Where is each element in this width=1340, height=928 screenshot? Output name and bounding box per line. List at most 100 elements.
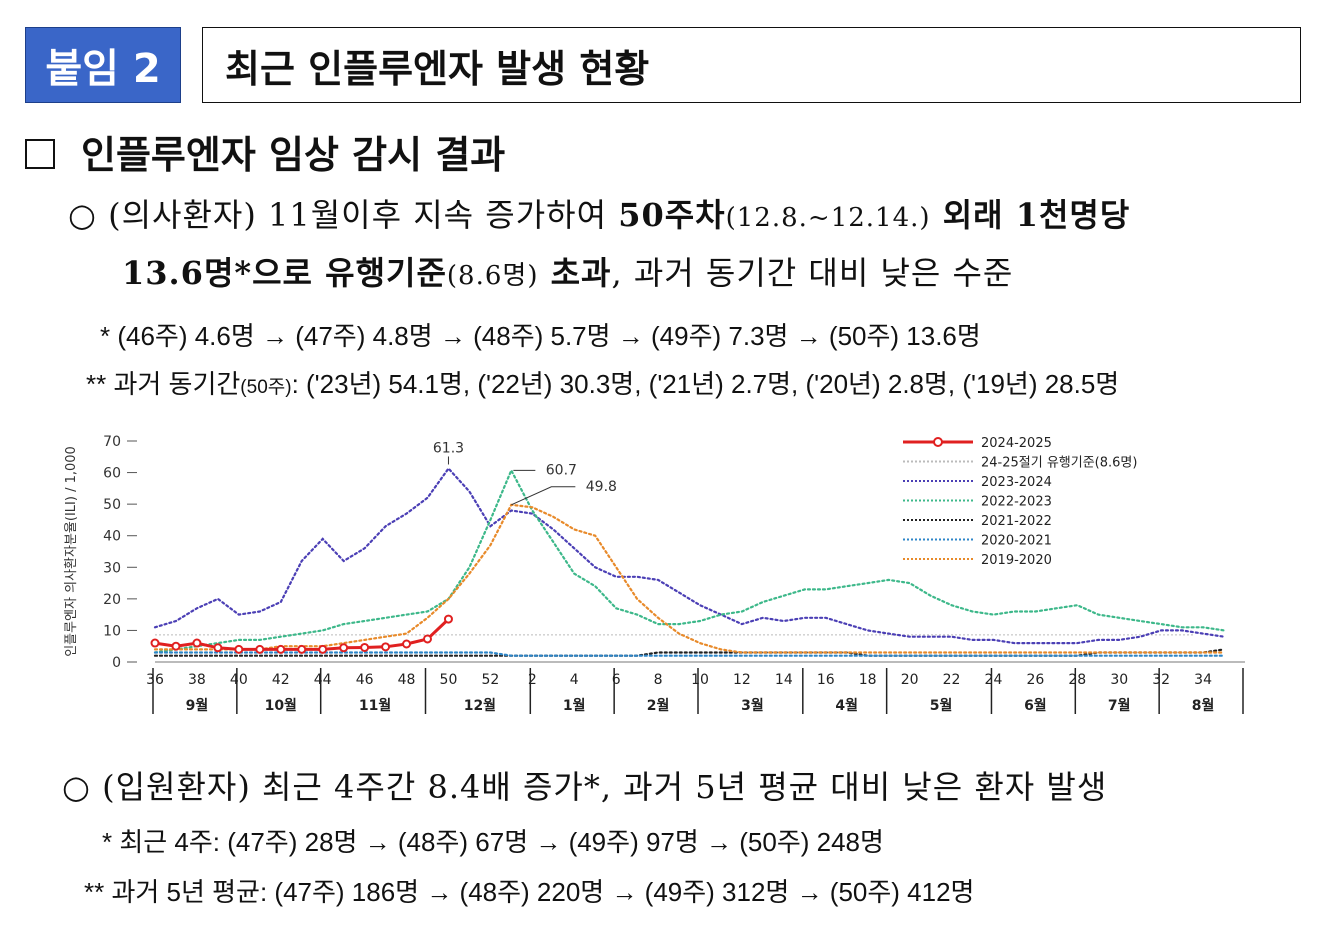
checkbox-square-icon <box>25 139 55 169</box>
x-tick-label: 8 <box>654 672 663 688</box>
y-tick-label: 0 <box>112 655 121 671</box>
x-tick-label: 26 <box>1026 672 1044 688</box>
bullet-circle: ○ <box>68 196 97 234</box>
clinical-rate: 13.6명*으로 유행기준 <box>122 254 447 292</box>
series-line-2019-2020 <box>153 503 1226 654</box>
clinical-note-1: * (46주) 4.6명 → (47주) 4.8명 → (48주) 5.7명 →… <box>100 321 981 351</box>
clinical-note-2: ** 과거 동기간(50주): ('23년) 54.1명, ('22년) 30.… <box>86 364 1119 401</box>
hospital-note-2: ** 과거 5년 평균: (47주) 186명 → (48주) 220명 → (… <box>84 877 975 907</box>
clinical-text-a: (의사환자) 11월이후 지속 증가하여 <box>108 196 619 234</box>
section-heading-text: 인플루엔자 임상 감시 결과 <box>81 133 506 177</box>
y-tick-label: 40 <box>103 529 121 545</box>
month-label: 1월 <box>563 697 586 714</box>
month-label: 7월 <box>1108 697 1131 714</box>
legend-label: 24-25절기 유행기준(8.6명) <box>981 455 1137 471</box>
legend-label: 2022-2023 <box>981 495 1052 510</box>
annotation-label: 49.8 <box>586 479 617 495</box>
y-axis-label: 인플루엔자 의사환자분율(ILI) / 1,000 <box>64 446 79 657</box>
section-heading: 인플루엔자 임상 감시 결과 <box>25 124 505 179</box>
x-tick-label: 24 <box>985 672 1003 688</box>
annotation-label: 13.6 <box>450 430 489 434</box>
annex-tag: 붙임 2 <box>25 27 181 103</box>
annotation-label: 61.3 <box>433 440 464 456</box>
bullet-circle: ○ <box>62 768 91 806</box>
data-point <box>171 641 181 651</box>
hospital-note-1: * 최근 4주: (47주) 28명 → (48주) 67명 → (49주) 9… <box>102 827 884 857</box>
clinical-threshold: (8.6명) <box>446 261 539 291</box>
x-tick-label: 20 <box>901 672 919 688</box>
x-tick-label: 28 <box>1068 672 1086 688</box>
data-point <box>213 643 223 653</box>
y-tick-label: 60 <box>103 466 121 482</box>
note2-week: (50주) <box>240 377 292 398</box>
x-tick-label: 18 <box>859 672 877 688</box>
clinical-period: (12.8.~12.14.) <box>725 203 931 233</box>
clinical-comparison: , 과거 동기간 대비 낮은 수준 <box>611 254 1014 292</box>
legend-label: 2023-2024 <box>981 475 1052 490</box>
data-point <box>423 634 432 644</box>
x-tick-label: 4 <box>570 672 579 688</box>
x-tick-label: 48 <box>398 672 416 688</box>
legend-label: 2019-2020 <box>981 553 1052 568</box>
annotation-leader <box>511 486 576 506</box>
data-point <box>150 638 160 648</box>
x-tick-label: 46 <box>356 672 374 688</box>
x-tick-label: 40 <box>230 672 248 688</box>
month-label: 6월 <box>1024 697 1047 714</box>
data-point <box>234 644 244 654</box>
legend-label: 2024-2025 <box>981 436 1052 451</box>
clinical-paragraph-line2: 13.6명*으로 유행기준(8.6명) 초과, 과거 동기간 대비 낮은 수준 <box>122 248 1013 294</box>
month-label: 10월 <box>265 697 297 714</box>
hospital-paragraph: ○ (입원환자) 최근 4주간 8.4배 증가*, 과거 5년 평균 대비 낮은… <box>62 762 1107 808</box>
month-label: 2월 <box>647 697 670 714</box>
x-tick-label: 6 <box>612 672 621 688</box>
clinical-exceed: 초과 <box>538 254 612 292</box>
clinical-paragraph-line1: ○ (의사환자) 11월이후 지속 증가하여 50주차(12.8.~12.14.… <box>68 190 1130 236</box>
legend-label: 2021-2022 <box>981 514 1052 529</box>
month-label: 9월 <box>186 697 209 714</box>
x-tick-label: 34 <box>1194 672 1212 688</box>
x-tick-label: 2 <box>528 672 537 688</box>
clinical-week: 50주차 <box>618 196 726 234</box>
annotation-label: 60.7 <box>546 462 577 478</box>
y-tick-label: 20 <box>103 592 121 608</box>
x-tick-label: 30 <box>1110 672 1128 688</box>
note2-values: : ('23년) 54.1명, ('22년) 30.3명, ('21년) 2.7… <box>291 369 1120 399</box>
x-tick-label: 36 <box>146 672 164 688</box>
month-label: 5월 <box>930 697 953 714</box>
x-tick-label: 42 <box>272 672 290 688</box>
ili-line-chart: 인플루엔자 의사환자분율(ILI) / 1,000 0 10 20 30 40 50 60 70… <box>64 430 1245 714</box>
y-tick-label: 70 <box>103 434 121 450</box>
x-tick-label: 22 <box>943 672 961 688</box>
data-point <box>318 644 328 654</box>
x-tick-label: 10 <box>691 672 709 688</box>
data-point <box>443 614 453 624</box>
hospital-text: (입원환자) 최근 4주간 8.4배 증가*, 과거 5년 평균 대비 낮은 환… <box>102 768 1108 806</box>
data-point <box>381 642 391 652</box>
month-label: 8월 <box>1192 697 1215 714</box>
x-tick-label: 14 <box>775 672 793 688</box>
series-line-2022-2023 <box>153 467 1226 654</box>
data-point <box>297 644 307 654</box>
data-point <box>255 644 265 654</box>
series-line-2023-2024 <box>153 466 1226 645</box>
data-point <box>360 642 370 652</box>
month-label: 11월 <box>359 697 391 714</box>
clinical-text-d: 외래 1천명당 <box>930 196 1131 234</box>
note2-label: ** 과거 동기간 <box>86 369 241 399</box>
x-tick-label: 44 <box>314 672 332 688</box>
legend-label: 2020-2021 <box>981 534 1052 549</box>
x-tick-label: 38 <box>188 672 206 688</box>
month-label: 4월 <box>835 697 858 714</box>
x-tick-label: 52 <box>481 672 499 688</box>
series-line-2020-2021 <box>153 651 1226 657</box>
x-tick-label: 50 <box>440 672 458 688</box>
month-label: 3월 <box>741 697 764 714</box>
data-point <box>192 638 202 648</box>
x-tick-label: 12 <box>733 672 751 688</box>
month-label: 12월 <box>464 697 496 714</box>
x-tick-label: 32 <box>1152 672 1170 688</box>
legend-marker <box>933 437 943 447</box>
data-point <box>402 639 412 649</box>
data-point <box>339 643 349 653</box>
